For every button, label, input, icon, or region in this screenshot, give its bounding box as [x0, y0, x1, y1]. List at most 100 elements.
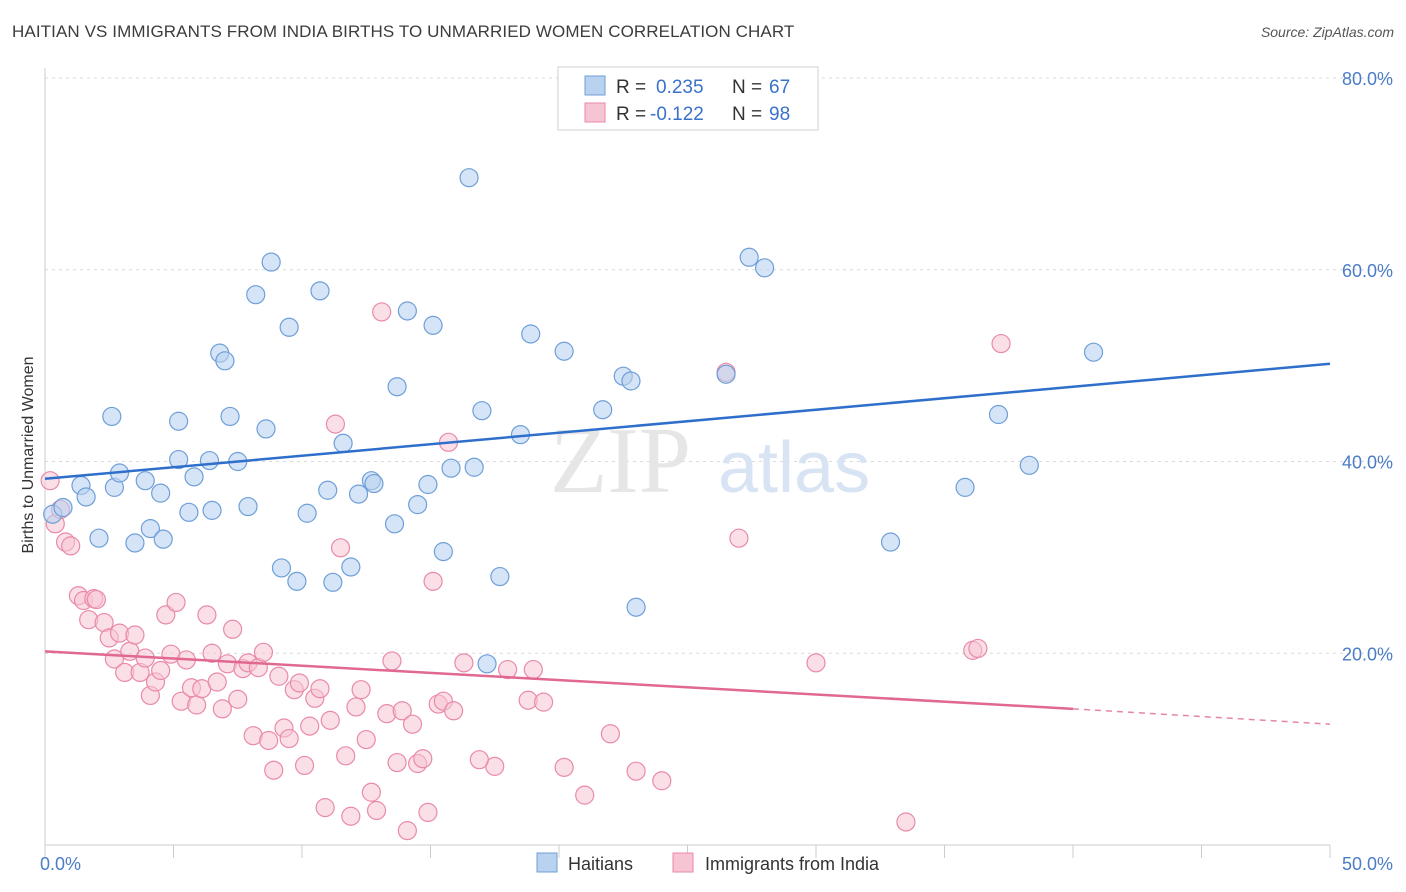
- y-tick-label-20: 20.0%: [1342, 644, 1393, 664]
- haitians-point: [153, 529, 173, 549]
- bottom-legend-label-india: Immigrants from India: [705, 854, 880, 874]
- india-trend-line: [44, 650, 1074, 711]
- india-point: [346, 697, 366, 717]
- india-point: [202, 643, 222, 663]
- haitians-point: [955, 477, 975, 497]
- y-tick-labels: 20.0% 40.0% 60.0% 80.0%: [1342, 69, 1393, 664]
- watermark-atlas: atlas: [718, 428, 870, 508]
- haitians-point: [387, 377, 407, 397]
- haitians-point: [287, 571, 307, 591]
- trend-lines: [44, 362, 1331, 725]
- india-point: [315, 798, 335, 818]
- legend-swatch-india: [584, 102, 606, 123]
- india-point: [413, 749, 433, 769]
- haitians-point: [433, 542, 453, 562]
- india-point: [264, 760, 284, 780]
- haitians-point: [246, 285, 266, 305]
- india-point: [279, 728, 299, 749]
- haitians-point: [76, 487, 96, 507]
- haitians-point: [279, 317, 299, 337]
- haitians-point: [323, 572, 343, 592]
- bottom-legend-swatch-haitians: [536, 852, 558, 873]
- india-point: [392, 701, 412, 721]
- india-point: [423, 571, 443, 591]
- haitians-point: [151, 483, 171, 503]
- grid-lines: [45, 77, 1392, 654]
- india-point: [341, 806, 361, 826]
- haitians-point: [169, 411, 189, 431]
- india-point: [652, 771, 672, 791]
- haitians-trend-line: [44, 362, 1331, 481]
- haitians-point: [318, 480, 338, 500]
- india-point: [600, 724, 621, 744]
- india-point: [444, 701, 464, 721]
- legend-r-label-haitians: R =: [616, 77, 646, 98]
- india-point: [151, 660, 171, 681]
- india-point: [325, 414, 346, 434]
- haitians-point: [880, 532, 901, 552]
- india-point: [40, 471, 60, 491]
- haitians-point: [364, 473, 384, 494]
- india-point: [533, 692, 554, 712]
- haitians-point: [459, 168, 479, 188]
- india-point: [729, 528, 749, 548]
- haitians-point: [1019, 455, 1039, 475]
- haitians-point: [297, 503, 317, 523]
- haitians-point: [739, 247, 759, 267]
- india-point: [351, 680, 371, 700]
- haitians-point: [418, 474, 438, 495]
- series-legend: Haitians Immigrants from India: [536, 852, 880, 874]
- india-point: [575, 785, 595, 805]
- haitians-point: [333, 433, 353, 453]
- india-point: [223, 619, 243, 639]
- x-tick-label-min: 0.0%: [40, 854, 81, 874]
- haitians-point: [472, 401, 492, 421]
- haitians-point: [261, 252, 281, 272]
- india-point: [469, 750, 489, 770]
- haitians-point: [256, 419, 276, 439]
- india-point: [896, 812, 916, 832]
- haitians-point: [988, 404, 1009, 425]
- india-point: [626, 761, 646, 781]
- legend-n-value-haitians: 67: [769, 77, 790, 98]
- legend-r-value-haitians: 0.235: [656, 77, 704, 98]
- india-trend-line-extrapolated: [1072, 708, 1331, 725]
- x-tick-label-max: 50.0%: [1342, 854, 1393, 874]
- haitians-point: [215, 351, 235, 371]
- haitians-point: [423, 315, 443, 335]
- haitians-point: [184, 467, 204, 487]
- correlation-legend: R = 0.235 N = 67 R = -0.122 N = 98: [557, 66, 819, 131]
- india-point: [402, 714, 423, 734]
- series-india-points: [40, 302, 1011, 841]
- haitians-point: [754, 258, 775, 278]
- y-axis-label: Births to Unmarried Women: [20, 356, 37, 553]
- chart-source: Source: ZipAtlas.com: [1260, 24, 1394, 40]
- india-point: [125, 625, 145, 645]
- india-point: [454, 653, 474, 673]
- y-tick-label-40: 40.0%: [1342, 453, 1393, 473]
- haitians-point: [477, 654, 497, 674]
- haitians-point: [125, 533, 145, 553]
- india-point: [361, 782, 381, 802]
- haitians-point: [626, 597, 646, 617]
- india-point: [294, 755, 315, 776]
- india-point: [258, 730, 279, 751]
- haitians-point: [384, 514, 405, 534]
- india-point: [166, 592, 186, 613]
- legend-n-label-haitians: N =: [732, 77, 762, 98]
- haitians-point: [490, 566, 510, 587]
- haitians-point: [220, 406, 240, 427]
- india-point: [269, 666, 289, 686]
- haitians-point: [169, 449, 189, 470]
- haitians-point: [408, 495, 428, 515]
- chart-title: HAITIAN VS IMMIGRANTS FROM INDIA BIRTHS …: [12, 22, 795, 41]
- india-point: [187, 695, 207, 715]
- haitians-point: [521, 324, 541, 344]
- india-point: [207, 672, 227, 692]
- india-point: [320, 710, 340, 730]
- india-point: [86, 589, 107, 610]
- india-point: [330, 538, 351, 558]
- india-point: [372, 302, 392, 322]
- india-point: [397, 821, 417, 841]
